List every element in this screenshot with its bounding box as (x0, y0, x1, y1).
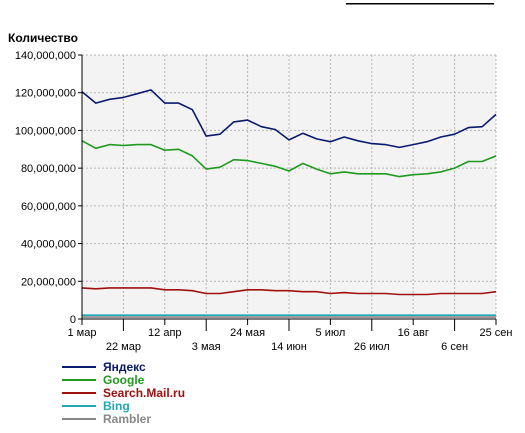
legend-label: Google (103, 373, 145, 387)
series-line-0 (81, 89, 497, 149)
legend-label: Яндекс (103, 360, 146, 374)
legend-label: Search.Mail.ru (103, 386, 185, 400)
y-tick-label: 80,000,000 (21, 163, 76, 175)
legend-label: Bing (103, 399, 130, 413)
series-line-2 (81, 287, 497, 296)
series-line-1 (81, 140, 497, 178)
y-tick-label: 60,000,000 (21, 201, 76, 213)
y-axis-ticks: 0 20,000,000 40,000,000 60,000,000 80,000,00… (15, 50, 82, 326)
top-divider (346, 3, 494, 5)
x-tick-label: 24 мая (230, 327, 265, 339)
x-tick-label: 14 июн (271, 341, 307, 353)
x-axis-ticks: 1 мар 22 мар 12 апр 3 мая 24 мая 14 июн 5 июл 2… (68, 319, 513, 353)
x-tick-label: 25 сен (480, 327, 513, 339)
y-axis-label: Количество (8, 31, 78, 45)
y-tick-label: 120,000,000 (15, 88, 76, 100)
x-tick-label: 22 мар (106, 341, 141, 353)
y-tick-label: 140,000,000 (15, 50, 76, 62)
x-tick-label: 6 сен (441, 341, 468, 353)
x-tick-label: 16 авг (398, 327, 429, 339)
x-tick-label: 12 апр (148, 327, 181, 339)
x-tick-label: 26 июл (354, 341, 390, 353)
x-tick-label: 1 мар (68, 327, 97, 339)
grid (82, 54, 497, 319)
x-tick-label: 5 июл (316, 327, 346, 339)
y-tick-label: 0 (70, 314, 76, 326)
y-tick-label: 20,000,000 (21, 276, 76, 288)
y-tick-label: 100,000,000 (15, 125, 76, 137)
x-tick-label: 3 мая (192, 341, 221, 353)
y-tick-label: 40,000,000 (21, 239, 76, 251)
series-lines (81, 89, 497, 318)
legend-label: Rambler (103, 412, 151, 426)
